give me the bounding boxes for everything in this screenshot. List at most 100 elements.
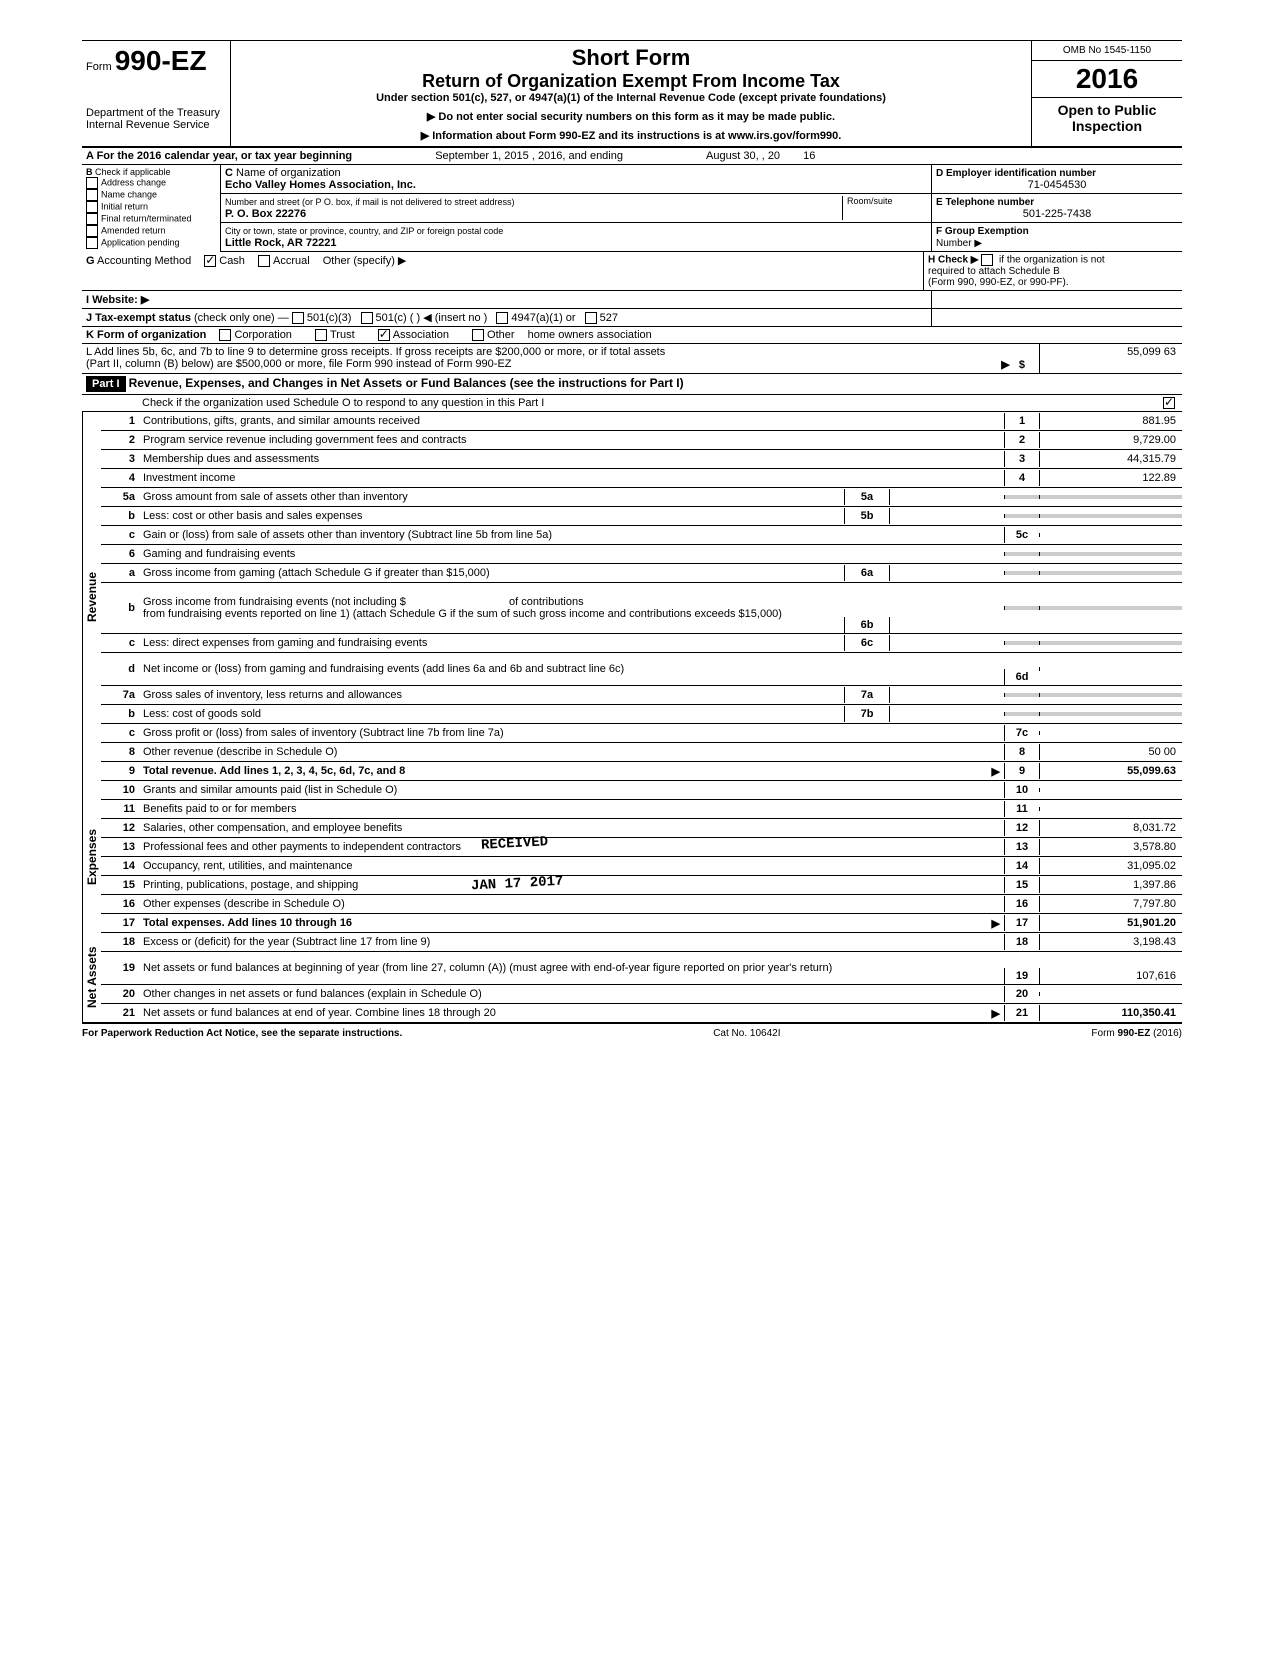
city-label: City or town, state or province, country… (225, 226, 503, 236)
line11-desc: Benefits paid to or for members (139, 801, 1004, 817)
line6-amt-gray (1039, 552, 1182, 556)
section-e-label: E Telephone number (936, 197, 1034, 208)
checkbox-501c3[interactable] (292, 312, 304, 324)
instruction-info: ▶ Information about Form 990-EZ and its … (239, 129, 1023, 142)
line12-desc: Salaries, other compensation, and employ… (139, 820, 1004, 836)
line8-num: 8 (101, 744, 139, 760)
line7b-amt-gray (1039, 712, 1182, 716)
checkbox-pending[interactable] (86, 237, 98, 249)
form-990ez: Form 990-EZ Department of the Treasury I… (82, 40, 1182, 1039)
street: P. O. Box 22276 (225, 208, 306, 220)
line7c-amount (1039, 731, 1182, 735)
checkbox-sched-b[interactable] (981, 254, 993, 266)
line7b-desc: Less: cost of goods sold (139, 706, 844, 722)
checkbox-4947[interactable] (496, 312, 508, 324)
line21-box: 21 (1004, 1005, 1039, 1021)
line5c-box: 5c (1004, 527, 1039, 543)
line6c-sub (890, 641, 1004, 645)
street-label: Number and street (or P O. box, if mail … (225, 197, 514, 207)
line7b-box: 7b (844, 706, 890, 722)
opt-initial: Initial return (101, 201, 148, 211)
section-b-label: B (86, 167, 93, 177)
section-def: D Employer identification number 71-0454… (931, 165, 1182, 252)
line17-desc: Total expenses. Add lines 10 through 16 … (139, 915, 1004, 932)
checkbox-527[interactable] (585, 312, 597, 324)
line5a-sub (890, 495, 1004, 499)
line6c-desc: Less: direct expenses from gaming and fu… (139, 635, 844, 651)
line6a-num: a (101, 565, 139, 581)
line6c-box: 6c (844, 635, 890, 651)
line4-amount: 122.89 (1039, 470, 1182, 486)
opt-527: 527 (600, 312, 618, 324)
line11-num: 11 (101, 801, 139, 817)
corp-label: Corporation (234, 329, 291, 341)
checkbox-amended[interactable] (86, 225, 98, 237)
line5b-amt-gray (1039, 514, 1182, 518)
opt-pending: Application pending (101, 237, 180, 247)
expenses-label: Expenses (82, 781, 101, 933)
section-f-label: F Group Exemption (936, 226, 1029, 237)
checkbox-cash[interactable] (204, 255, 216, 267)
checkbox-trust[interactable] (315, 329, 327, 341)
checkbox-assoc[interactable] (378, 329, 390, 341)
line1-box: 1 (1004, 413, 1039, 429)
line1-amount: 881.95 (1039, 413, 1182, 429)
opt-501c3: 501(c)(3) (307, 312, 352, 324)
checkbox-501c[interactable] (361, 312, 373, 324)
line21-amount: 110,350.41 (1039, 1005, 1182, 1021)
checkbox-final[interactable] (86, 213, 98, 225)
line5b-gray (1004, 514, 1039, 518)
line21-num: 21 (101, 1005, 139, 1021)
checkbox-initial[interactable] (86, 201, 98, 213)
line10-desc: Grants and similar amounts paid (list in… (139, 782, 1004, 798)
website-label: Website: ▶ (92, 294, 149, 306)
line1-desc: Contributions, gifts, grants, and simila… (139, 413, 1004, 429)
section-a-row: A For the 2016 calendar year, or tax yea… (82, 148, 1182, 165)
section-l-row: L Add lines 5b, 6c, and 7b to line 9 to … (82, 344, 1182, 374)
section-f-label2: Number ▶ (936, 238, 982, 249)
line13-num: 13 (101, 839, 139, 855)
line18-desc: Excess or (deficit) for the year (Subtra… (139, 934, 1004, 950)
line6a-box: 6a (844, 565, 890, 581)
line14-box: 14 (1004, 858, 1039, 874)
line15-num: 15 (101, 877, 139, 893)
line9-num: 9 (101, 763, 139, 779)
line5b-box: 5b (844, 508, 890, 524)
end-year-label: , 20 (762, 150, 780, 162)
insert-no: ) ◀ (insert no ) (417, 312, 488, 324)
part1-check-text: Check if the organization used Schedule … (142, 397, 544, 409)
dept-irs: Internal Revenue Service (86, 119, 226, 131)
checkbox-name[interactable] (86, 189, 98, 201)
opt-address: Address change (101, 177, 166, 187)
section-h: H Check ▶ if the organization is not req… (923, 252, 1182, 290)
begin-date: September 1, 2015 (435, 150, 529, 162)
name-label: Name of organization (236, 167, 341, 179)
footer: For Paperwork Reduction Act Notice, see … (82, 1024, 1182, 1039)
line6c-num: c (101, 635, 139, 651)
line20-box: 20 (1004, 986, 1039, 1002)
checkbox-other-org[interactable] (472, 329, 484, 341)
checkbox-corp[interactable] (219, 329, 231, 341)
section-i-row: I Website: ▶ (82, 291, 1182, 309)
part1-title: Revenue, Expenses, and Changes in Net As… (129, 376, 684, 390)
gross-receipts: 55,099 63 (1039, 344, 1182, 373)
accrual-label: Accrual (273, 255, 310, 267)
scanned-stamp: SCANNED JAN 25 2017 (0, 500, 1, 686)
line11-box: 11 (1004, 801, 1039, 817)
line13-box: 13 (1004, 839, 1039, 855)
expenses-section: Expenses 10Grants and similar amounts pa… (82, 781, 1182, 933)
section-c: C Name of organization Echo Valley Homes… (221, 165, 931, 252)
checkbox-accrual[interactable] (258, 255, 270, 267)
line12-amount: 8,031.72 (1039, 820, 1182, 836)
checkbox-address[interactable] (86, 177, 98, 189)
received-date-stamp: JAN 17 2017 (471, 874, 564, 895)
line2-desc: Program service revenue including govern… (139, 432, 1004, 448)
section-d-label: D Employer identification number (936, 168, 1096, 179)
section-j-row: J Tax-exempt status (check only one) — 5… (82, 309, 1182, 327)
line16-desc: Other expenses (describe in Schedule O) (139, 896, 1004, 912)
line8-box: 8 (1004, 744, 1039, 760)
line10-box: 10 (1004, 782, 1039, 798)
line6c-amt-gray (1039, 641, 1182, 645)
checkbox-sched-o[interactable] (1163, 397, 1175, 409)
section-b-check-label: Check if applicable (95, 167, 171, 177)
